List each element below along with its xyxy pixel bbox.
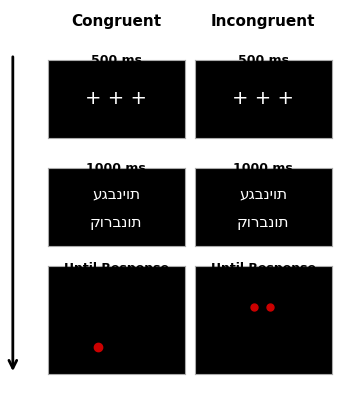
Text: 1000 ms: 1000 ms [87, 162, 146, 175]
Text: 500 ms: 500 ms [91, 54, 142, 67]
Text: 1000 ms: 1000 ms [234, 162, 293, 175]
Text: + + +: + + + [232, 90, 294, 108]
Text: עגבניות: עגבניות [92, 186, 140, 201]
Text: Until Response: Until Response [211, 262, 316, 275]
Text: עגבניות: עגבניות [239, 186, 287, 201]
Text: Until Response: Until Response [64, 262, 169, 275]
Text: קורבנות: קורבנות [90, 215, 143, 230]
Text: Incongruent: Incongruent [211, 14, 316, 29]
Text: + + +: + + + [85, 90, 147, 108]
Text: קורבנות: קורבנות [237, 215, 290, 230]
Text: 500 ms: 500 ms [238, 54, 289, 67]
Text: Congruent: Congruent [71, 14, 161, 29]
